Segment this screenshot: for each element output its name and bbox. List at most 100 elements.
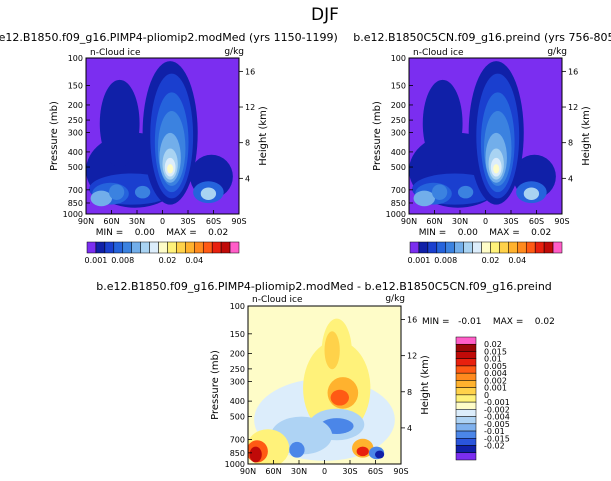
colorbar-swatch [455,394,477,403]
colorbar-swatch [552,241,563,254]
colorbar-label: 0.02 [159,256,177,265]
right-tick-label: 4 [407,424,412,433]
colorbar-label: -0.002 [484,405,510,414]
panel-model-y-axis: 100 150 200 250 300 400 500 700 850 1000 [63,54,90,219]
colorbar-swatch [455,445,477,454]
panel-difference-variable: n-Cloud ice [252,295,303,305]
colorbar-label: 0.008 [434,256,457,265]
panel-difference-ylabel: Pressure (mb) [210,350,221,420]
y-tick-label: 100 [230,302,245,311]
colorbar-swatch [436,241,447,254]
x-tick-label: 90N [78,217,94,226]
y-tick-label: 200 [391,101,406,110]
colorbar-swatch [167,241,177,254]
right-tick-label: 4 [245,174,250,183]
y-tick-label: 1000 [225,460,245,469]
y-tick-label: 850 [230,449,245,458]
x-tick-label: 60N [103,217,119,226]
colorbar-label: 0.01 [484,355,502,364]
x-tick-label: 90N [401,217,417,226]
x-tick-label: 60S [206,217,221,226]
y-tick-label: 200 [68,101,83,110]
contour-band [356,446,369,457]
panel-model-right-axis: 16 12 8 4 [239,67,255,183]
colorbar-swatch [149,241,159,254]
colorbar-swatch [499,241,509,254]
y-tick-label: 500 [68,163,83,172]
colorbar-swatch [220,241,231,254]
colorbar-swatch [455,387,477,396]
y-tick-label: 400 [230,397,245,406]
y-tick-label: 500 [391,163,406,172]
right-tick-label: 8 [407,388,412,397]
y-tick-label: 700 [391,186,406,195]
right-tick-label: 4 [568,174,573,183]
colorbar-label: 0.02 [482,256,500,265]
x-tick-label: 60N [426,217,442,226]
contour-band [431,184,448,200]
colorbar-swatch [455,365,477,374]
colorbar-swatch [517,241,527,254]
colorbar-swatch [472,241,482,254]
contour-band [324,331,340,370]
colorbar-swatch [455,380,477,388]
colorbar-swatch [508,241,518,254]
colorbar-swatch [95,241,106,254]
y-tick-label: 850 [391,199,406,208]
colorbar-swatch [455,423,477,432]
panel-reference-stats: MIN = 0.00 MAX = 0.02 [419,228,551,238]
colorbar-swatch [202,241,213,254]
colorbar-swatch [104,241,115,254]
colorbar-label: 0.008 [111,256,134,265]
y-tick-label: 300 [68,128,83,137]
panel-reference-contours [409,61,556,208]
colorbar-swatch [427,241,438,254]
colorbar-swatch [455,416,477,425]
colorbar-swatch [122,241,132,254]
x-tick-label: 90S [554,217,569,226]
x-tick-label: 30S [342,467,357,476]
panel-reference-x-axis: 90N 60N 30N 0 30S 60S 90S [401,210,570,226]
contour-band [523,187,540,200]
panel-reference-right-axis: 16 12 8 4 [562,67,578,183]
y-tick-label: 200 [230,350,245,359]
y-tick-label: 250 [68,116,83,125]
colorbar-label: 0.001 [484,384,507,393]
panel-reference-title: b.e12.B1850C5CN.f09_g16.preind (yrs 756-… [353,31,611,44]
colorbar-swatch [211,241,222,254]
contour-band [422,79,463,168]
colorbar-swatch [490,241,500,254]
panel-difference-contours [248,318,395,464]
contour-band [493,164,500,174]
right-tick-label: 16 [245,67,255,76]
y-tick-label: 300 [230,377,245,386]
panel-difference-x-axis: 90N 60N 30N 0 30S 60S 90S [240,460,409,476]
right-tick-label: 8 [568,139,573,148]
panel-reference-variable: n-Cloud ice [413,48,464,58]
contour-band [167,164,174,174]
colorbar-swatch [534,241,545,254]
colorbar-swatch [455,409,477,417]
panel-model-units: g/kg [224,47,244,57]
panel-reference-right-label: Height (km) [581,106,592,166]
colorbar-label: -0.02 [484,442,505,451]
x-tick-label: 0 [322,467,327,476]
contour-band [374,450,385,459]
panel-difference: b.e12.B1850.f09_g16.PIMP4-pliomip2.modMe… [96,280,555,476]
colorbar-swatch [455,351,477,359]
figure-title: DJF [311,5,339,25]
panel-reference-units: g/kg [547,47,567,57]
colorbar-swatch [158,241,168,254]
y-tick-label: 300 [391,128,406,137]
y-tick-label: 500 [230,412,245,421]
colorbar-label: 0 [484,391,489,400]
colorbar-swatch [454,241,464,254]
right-tick-label: 8 [245,139,250,148]
x-tick-label: 90N [240,467,256,476]
y-tick-label: 700 [230,436,245,445]
colorbar-swatch [113,241,124,254]
colorbar-swatch [409,241,420,254]
y-tick-label: 400 [68,148,83,157]
right-tick-label: 12 [568,103,578,112]
contour-band [413,190,436,207]
